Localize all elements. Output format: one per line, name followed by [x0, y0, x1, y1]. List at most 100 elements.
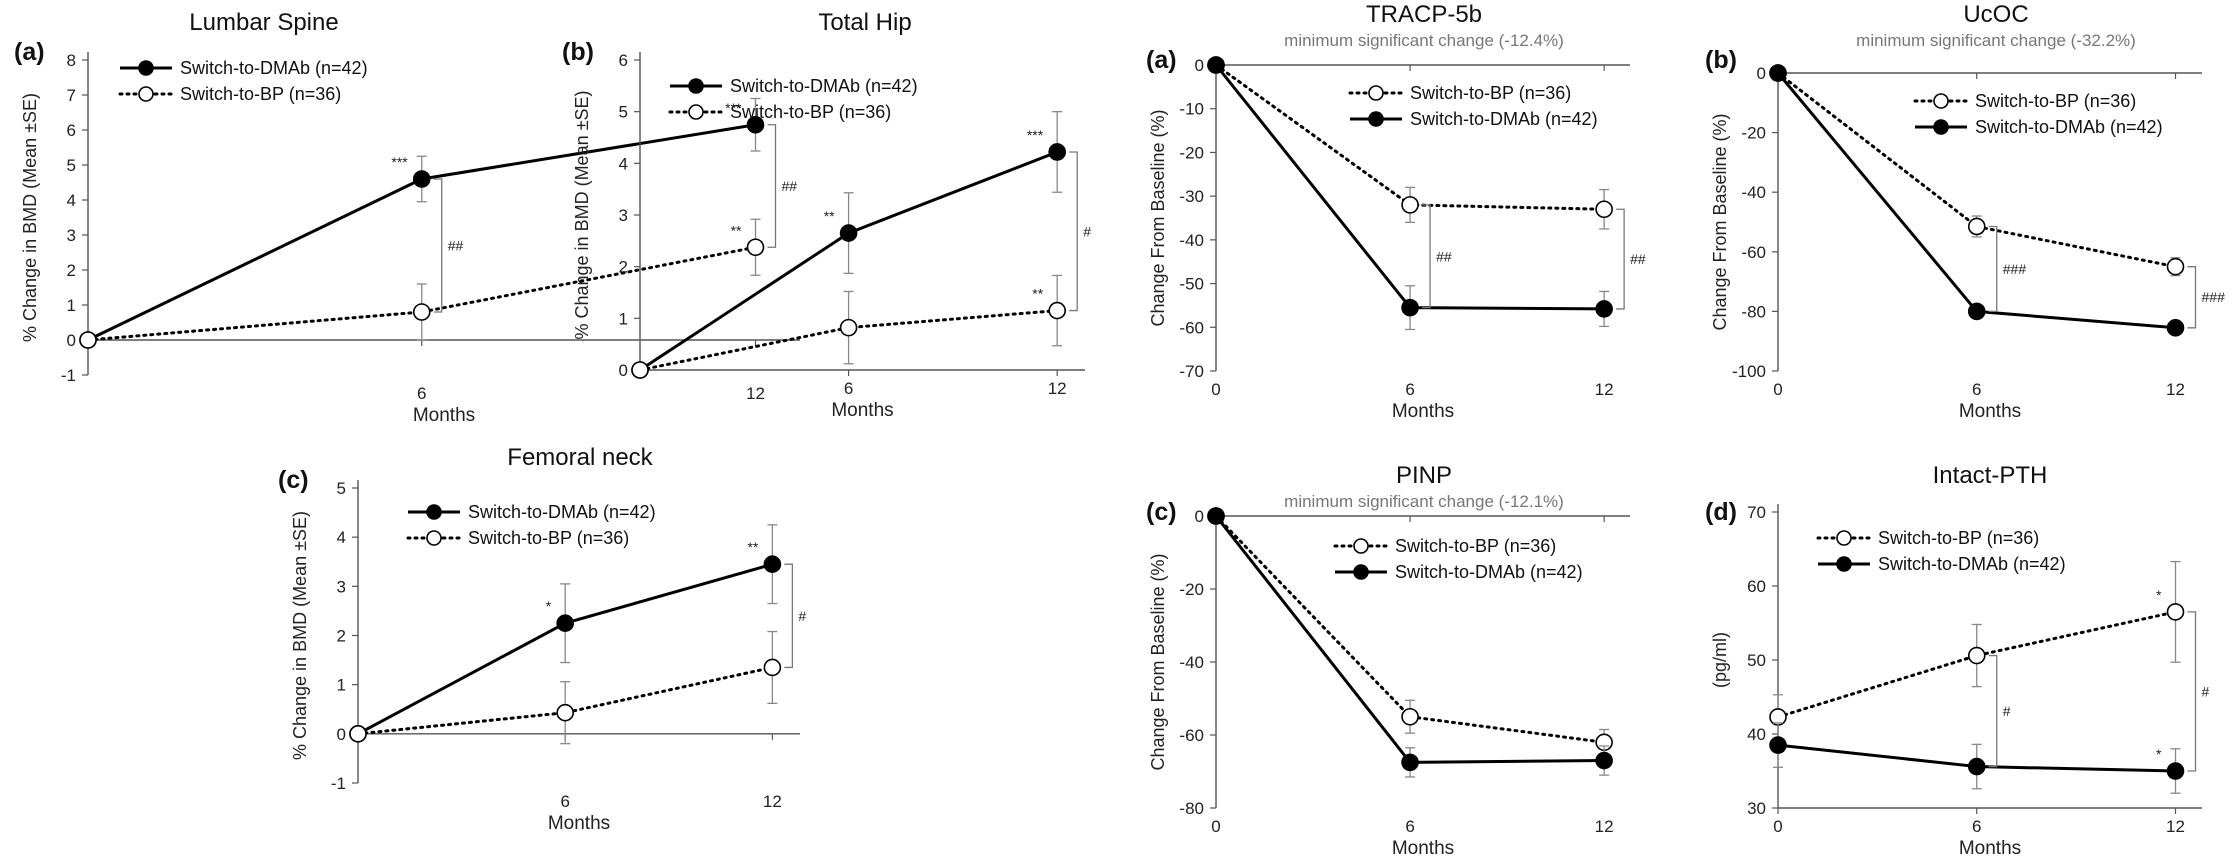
legend-marker — [1353, 538, 1369, 554]
significance-label: # — [1083, 223, 1091, 239]
y-tick-label: 30 — [1747, 799, 1766, 818]
chart-title: Total Hip — [818, 9, 911, 36]
y-tick-label: -20 — [1741, 124, 1766, 143]
y-tick-label: 0 — [337, 725, 346, 744]
y-tick-label: 2 — [337, 627, 346, 646]
y-tick-label: 0 — [1195, 507, 1204, 526]
y-tick-label: 0 — [619, 361, 628, 380]
series-bp: ** — [79, 218, 765, 349]
significance-label: ### — [2003, 261, 2027, 277]
legend-label: Switch-to-BP (n=36) — [468, 528, 629, 548]
y-tick-label: 1 — [619, 309, 628, 328]
legend-marker — [1368, 85, 1384, 101]
data-point — [412, 170, 431, 188]
legend-marker — [1353, 564, 1369, 580]
data-point — [556, 703, 574, 722]
x-tick-label: 12 — [763, 792, 782, 811]
significance-star: *** — [391, 154, 408, 170]
significance-star: ** — [747, 539, 758, 555]
y-tick-label: 1 — [67, 296, 76, 315]
legend-entry: Switch-to-BP (n=36) — [1816, 528, 2039, 548]
significance-label: ## — [782, 178, 798, 194]
legend-marker — [688, 104, 704, 120]
legend-label: Switch-to-BP (n=36) — [1975, 91, 2136, 111]
significance-label: ## — [1436, 248, 1452, 264]
legend-entry: Switch-to-DMAb (n=42) — [1335, 562, 1583, 582]
legend-label: Switch-to-DMAb (n=42) — [730, 76, 918, 96]
legend-entry: Switch-to-BP (n=36) — [1333, 536, 1556, 556]
significance-star: * — [546, 598, 552, 614]
data-point — [1207, 56, 1225, 74]
data-point — [349, 725, 367, 743]
y-tick-label: 6 — [619, 51, 628, 70]
y-axis-label: % Change in BMD (Mean ±SE) — [290, 511, 310, 760]
y-tick-label: 7 — [67, 86, 76, 105]
panel-label: (d) — [1705, 498, 1737, 526]
significance-label: ### — [2202, 289, 2226, 305]
legend-entry: Switch-to-BP (n=36) — [118, 84, 341, 104]
legend-label: Switch-to-DMAb (n=42) — [1410, 109, 1598, 129]
legend-marker — [1368, 111, 1384, 127]
panel-label: (c) — [278, 466, 309, 494]
y-tick-label: -40 — [1741, 183, 1766, 202]
y-tick-label: 0 — [67, 331, 76, 350]
significance-label: ## — [1630, 251, 1646, 267]
panel-label: (a) — [1146, 46, 1177, 74]
data-point — [2166, 257, 2185, 276]
data-point — [631, 361, 649, 379]
series-bp: * — [1769, 560, 2185, 740]
y-tick-label: -40 — [1179, 231, 1204, 250]
significance-star: *** — [725, 100, 742, 116]
x-tick-label: 6 — [1405, 380, 1414, 399]
y-tick-label: 0 — [1757, 64, 1766, 83]
chart-title: Intact-PTH — [1933, 462, 2048, 489]
series-line — [1776, 610, 2177, 719]
significance-bracket — [1988, 654, 1998, 768]
y-axis-label: Change From Baseline (%) — [1148, 109, 1168, 326]
y-tick-label: -80 — [1741, 302, 1766, 321]
significance-bracket — [433, 178, 443, 313]
chart-title: UcOC — [1963, 1, 2028, 28]
legend-label: Switch-to-BP (n=36) — [1395, 536, 1556, 556]
data-point — [746, 238, 765, 257]
data-point — [839, 318, 858, 337]
x-tick-label: 6 — [560, 792, 569, 811]
significance-bracket — [1069, 151, 1078, 312]
legend-marker — [1933, 119, 1949, 135]
legend-label: Switch-to-DMAb (n=42) — [1395, 562, 1583, 582]
data-point — [1401, 753, 1419, 772]
data-point — [1769, 64, 1787, 82]
x-tick-label: 0 — [1773, 380, 1782, 399]
panel-label: (a) — [14, 38, 45, 66]
y-tick-label: 8 — [67, 51, 76, 70]
y-tick-label: -100 — [1732, 362, 1766, 381]
legend-label: Switch-to-DMAb (n=42) — [468, 502, 656, 522]
y-tick-label: -60 — [1179, 726, 1204, 745]
y-axis-label: Change From Baseline (%) — [1710, 113, 1730, 330]
x-tick-label: 6 — [844, 379, 853, 398]
y-tick-label: 5 — [67, 156, 76, 175]
y-tick-label: 70 — [1747, 503, 1766, 522]
data-point — [1401, 298, 1419, 317]
series-bp — [349, 630, 782, 745]
data-point — [1769, 736, 1787, 754]
legend-entry: Switch-to-BP (n=36) — [668, 102, 891, 122]
legend-marker — [426, 504, 442, 520]
chart-title: Femoral neck — [507, 444, 653, 471]
x-tick-label: 12 — [2166, 380, 2185, 399]
data-point — [2166, 318, 2185, 337]
y-axis-label: Change From Baseline (%) — [1148, 553, 1168, 770]
significance-bracket — [1988, 225, 1998, 313]
y-tick-label: -60 — [1741, 243, 1766, 262]
y-tick-label: -1 — [61, 366, 76, 385]
data-point — [1595, 200, 1613, 219]
y-tick-label: 60 — [1747, 577, 1766, 596]
legend-label: Switch-to-DMAb (n=42) — [1975, 117, 2163, 137]
chart-title: PINP — [1396, 462, 1452, 489]
legend-label: Switch-to-BP (n=36) — [730, 102, 891, 122]
data-point — [1401, 707, 1419, 726]
data-point — [763, 658, 782, 677]
x-axis-label: Months — [1959, 838, 2021, 859]
data-point — [1048, 143, 1066, 161]
